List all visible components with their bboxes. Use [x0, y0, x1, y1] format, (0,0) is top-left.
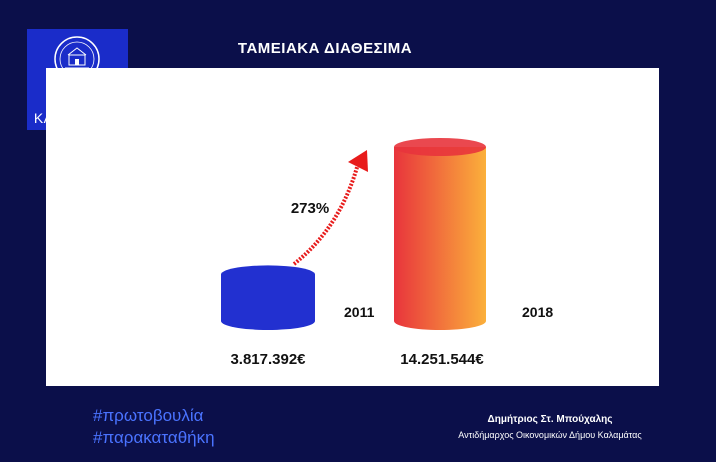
growth-annotation: 273% [291, 200, 329, 217]
value-label-2011: 3.817.392€ [230, 351, 306, 368]
hashtag-legacy: #παρακαταθήκη [93, 428, 215, 447]
bar-2018 [394, 147, 486, 330]
tick-label-2011: 2011 [344, 304, 375, 320]
growth-arrow [292, 159, 361, 266]
chart-title: ΤΑΜΕΙΑΚΑ ΔΙΑΘΕΣΙΜΑ [237, 40, 413, 57]
signature-name: Δημήτριος Στ. Μπούχαλης [487, 414, 613, 425]
signature-role: Αντιδήμαρχος Οικονομικών Δήμου Καλαμάτας [458, 430, 642, 440]
growth-arrowhead [348, 150, 368, 172]
hashtag-initiative: #πρωτοβουλία [93, 406, 204, 425]
value-label-2018: 14.251.544€ [400, 351, 484, 368]
chart-panel: 2011 3.817.392€ 2018 14.251.544€ 273% [46, 68, 659, 386]
chart-svg: 2011 3.817.392€ 2018 14.251.544€ 273% [221, 138, 553, 368]
bar-top-2018 [394, 138, 486, 156]
bar-2011 [221, 274, 315, 330]
tick-label-2018: 2018 [522, 304, 553, 320]
bar-top-2011 [221, 265, 315, 284]
